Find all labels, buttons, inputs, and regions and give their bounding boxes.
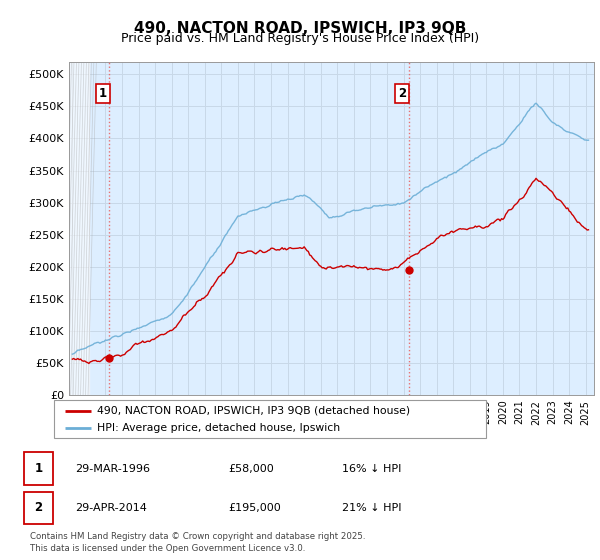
Text: 16% ↓ HPI: 16% ↓ HPI	[342, 464, 401, 474]
Text: 1: 1	[99, 87, 107, 100]
Text: £195,000: £195,000	[228, 503, 281, 513]
Text: 2: 2	[398, 87, 406, 100]
Text: £58,000: £58,000	[228, 464, 274, 474]
Text: 490, NACTON ROAD, IPSWICH, IP3 9QB: 490, NACTON ROAD, IPSWICH, IP3 9QB	[134, 21, 466, 36]
Text: 2: 2	[34, 501, 43, 515]
Text: 29-MAR-1996: 29-MAR-1996	[75, 464, 150, 474]
Text: Price paid vs. HM Land Registry's House Price Index (HPI): Price paid vs. HM Land Registry's House …	[121, 32, 479, 45]
Text: HPI: Average price, detached house, Ipswich: HPI: Average price, detached house, Ipsw…	[97, 423, 340, 433]
Bar	[69, 62, 89, 395]
FancyBboxPatch shape	[54, 400, 486, 438]
Text: 490, NACTON ROAD, IPSWICH, IP3 9QB (detached house): 490, NACTON ROAD, IPSWICH, IP3 9QB (deta…	[97, 405, 410, 416]
Text: 1: 1	[34, 462, 43, 475]
Text: 29-APR-2014: 29-APR-2014	[75, 503, 147, 513]
Text: 21% ↓ HPI: 21% ↓ HPI	[342, 503, 401, 513]
Text: Contains HM Land Registry data © Crown copyright and database right 2025.
This d: Contains HM Land Registry data © Crown c…	[30, 533, 365, 553]
